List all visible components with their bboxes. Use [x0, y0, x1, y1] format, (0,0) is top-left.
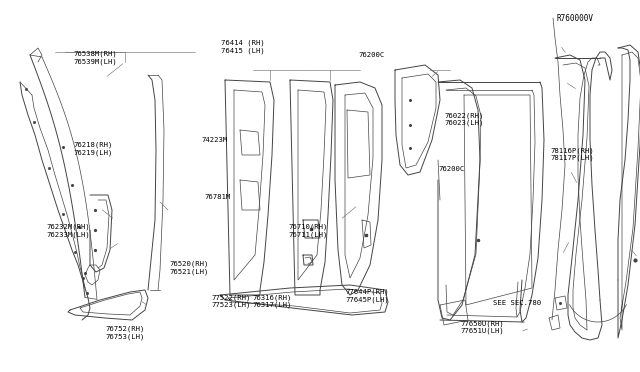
Text: 76414 (RH)
76415 (LH): 76414 (RH) 76415 (LH)	[221, 39, 264, 54]
Text: R760000V: R760000V	[557, 14, 594, 23]
Text: 76520(RH)
76521(LH): 76520(RH) 76521(LH)	[170, 261, 209, 275]
Text: 76218(RH)
76219(LH): 76218(RH) 76219(LH)	[74, 142, 113, 156]
Text: 76710(RH)
76711(LH): 76710(RH) 76711(LH)	[288, 224, 328, 238]
Text: 77650U(RH)
77651U(LH): 77650U(RH) 77651U(LH)	[461, 320, 504, 334]
Text: 76752(RH)
76753(LH): 76752(RH) 76753(LH)	[105, 326, 145, 340]
Text: 76200C: 76200C	[438, 166, 465, 172]
Text: 77522(RH)
77523(LH): 77522(RH) 77523(LH)	[211, 294, 251, 308]
Text: 78116P(RH)
78117P(LH): 78116P(RH) 78117P(LH)	[550, 147, 594, 161]
Text: 76781M: 76781M	[205, 194, 231, 200]
Text: 76232M(RH)
76233M(LH): 76232M(RH) 76233M(LH)	[47, 224, 90, 238]
Text: SEE SEC.780: SEE SEC.780	[493, 300, 541, 306]
Text: 74223M: 74223M	[202, 137, 228, 142]
Text: 76538M(RH)
76539M(LH): 76538M(RH) 76539M(LH)	[74, 51, 117, 65]
Text: 76200C: 76200C	[358, 52, 385, 58]
Text: 76022(RH)
76023(LH): 76022(RH) 76023(LH)	[445, 112, 484, 126]
Text: 77644P(RH)
77645P(LH): 77644P(RH) 77645P(LH)	[346, 289, 389, 303]
Text: 76316(RH)
76317(LH): 76316(RH) 76317(LH)	[253, 294, 292, 308]
